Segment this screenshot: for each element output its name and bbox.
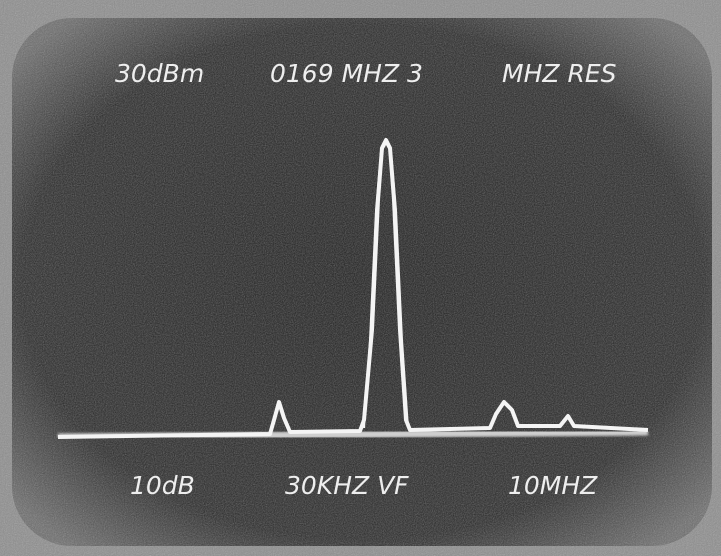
screen-label: 0169 MHZ 3: [270, 59, 423, 88]
screen-label: 10MHZ: [508, 471, 598, 500]
screen-label: 30dBm: [115, 59, 204, 88]
peak-inner: [363, 142, 409, 429]
labels: 30dBm 0169 MHZ 3 MHZ RES 10dB 30KHZ VF 10MHZ: [115, 59, 617, 500]
screen-label: MHZ RES: [502, 59, 617, 88]
screen-label: 10dB: [130, 471, 195, 500]
screen-label: 30KHZ VF: [285, 471, 409, 500]
trace: [57, 138, 649, 441]
